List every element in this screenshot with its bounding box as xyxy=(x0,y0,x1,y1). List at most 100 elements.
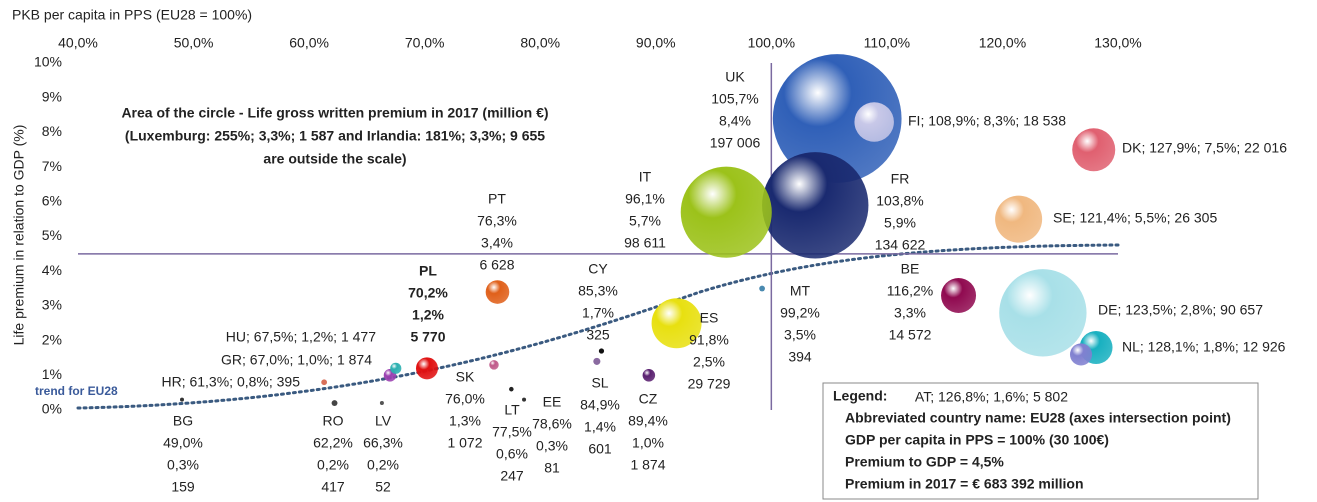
point-label: LV xyxy=(375,413,392,429)
bubble xyxy=(593,357,601,365)
point-label: 1,2% xyxy=(412,307,444,323)
point-label: 1,4% xyxy=(584,419,616,435)
point-label: PL xyxy=(419,263,437,279)
point-label: BE xyxy=(901,261,920,277)
y-tick-label: 4% xyxy=(42,262,62,278)
point-label: FI; 108,9%; 8,3%; 18 538 xyxy=(908,113,1066,129)
trend-line xyxy=(76,243,1120,410)
x-tick-label: 90,0% xyxy=(636,35,676,51)
point-label: 1 072 xyxy=(447,435,482,451)
point-label: 96,1% xyxy=(625,191,665,207)
point-label: CZ xyxy=(639,391,658,407)
point-label: 89,4% xyxy=(628,413,668,429)
point-label: SL xyxy=(591,375,608,391)
point-label: 0,6% xyxy=(496,446,528,462)
point-label: 8,4% xyxy=(719,113,751,129)
point-label: 52 xyxy=(375,479,391,495)
bubble xyxy=(642,369,656,382)
x-tick-label: 40,0% xyxy=(58,35,98,51)
point-label: 394 xyxy=(788,349,812,365)
legend-text: Premium in 2017 = € 683 392 million xyxy=(845,476,1084,492)
bubble xyxy=(941,277,977,313)
point-label: 66,3% xyxy=(363,435,403,451)
point-label: 29 729 xyxy=(688,376,731,392)
legend-text: Legend: xyxy=(833,388,887,404)
point-label: 134 622 xyxy=(875,237,926,253)
point-label: 103,8% xyxy=(876,193,923,209)
y-tick-label: 0% xyxy=(42,401,62,417)
point-label: 1 874 xyxy=(630,457,665,473)
point-label: 601 xyxy=(588,441,612,457)
x-tick-label: 110,0% xyxy=(864,35,910,51)
point-label: 62,2% xyxy=(313,435,353,451)
x-tick-label: 130,0% xyxy=(1094,35,1141,51)
bubble xyxy=(489,360,499,370)
point-label: 76,0% xyxy=(445,391,485,407)
annotation: Area of the circle - Life gross written … xyxy=(121,105,548,121)
point-label: 14 572 xyxy=(889,327,932,343)
point-label: RO xyxy=(323,413,344,429)
bubble xyxy=(598,348,605,354)
point-label: IT xyxy=(639,169,652,185)
point-label: 77,5% xyxy=(492,424,532,440)
point-label: 417 xyxy=(321,479,345,495)
y-axis-label: Life premium in relation to GDP (%) xyxy=(11,125,27,346)
bubble xyxy=(854,102,894,142)
y-tick-label: 7% xyxy=(42,158,62,174)
point-label: 85,3% xyxy=(578,283,618,299)
point-label: 0,2% xyxy=(367,457,399,473)
bubble xyxy=(1072,128,1116,172)
point-label: 91,8% xyxy=(689,332,729,348)
bubble xyxy=(509,386,514,392)
point-label: 2,5% xyxy=(693,354,725,370)
point-label: MT xyxy=(790,283,811,299)
bubble xyxy=(680,166,772,258)
point-label: 197 006 xyxy=(710,135,761,151)
point-label: 325 xyxy=(586,327,610,343)
y-tick-label: 5% xyxy=(42,227,62,243)
point-label: 247 xyxy=(500,468,524,484)
bubble xyxy=(321,379,328,386)
y-tick-label: 8% xyxy=(42,123,62,139)
point-label: NL; 128,1%; 1,8%; 12 926 xyxy=(1122,339,1286,355)
y-tick-label: 9% xyxy=(42,88,62,104)
bubble xyxy=(522,397,527,402)
point-label: BG xyxy=(173,413,193,429)
x-tick-label: 80,0% xyxy=(520,35,560,51)
x-tick-label: 100,0% xyxy=(748,35,795,51)
point-label: 159 xyxy=(171,479,195,495)
point-label: 105,7% xyxy=(711,91,758,107)
point-label: 0,3% xyxy=(167,457,199,473)
bubble xyxy=(651,298,702,349)
point-label: 76,3% xyxy=(477,213,517,229)
point-label: 99,2% xyxy=(780,305,820,321)
legend: Legend: Abbreviated country name: EU28 (a… xyxy=(833,388,1231,492)
y-tick-label: 2% xyxy=(42,331,62,347)
point-label: 6 628 xyxy=(479,257,514,273)
y-tick-label: 3% xyxy=(42,297,62,313)
point-label: 5,9% xyxy=(884,215,916,231)
bubble xyxy=(759,285,765,292)
x-axis-label: PKB per capita in PPS (EU28 = 100%) xyxy=(12,7,252,23)
point-label: 70,2% xyxy=(408,285,448,301)
annotation: (Luxemburg: 255%; 3,3%; 1 587 and Irland… xyxy=(125,128,545,144)
point-label: 5,7% xyxy=(629,213,661,229)
point-label: ES xyxy=(700,310,719,326)
y-tick-label: 6% xyxy=(42,193,62,209)
point-label: 1,3% xyxy=(449,413,481,429)
trend-label: trend for EU28 xyxy=(35,384,118,398)
point-label: 1,0% xyxy=(632,435,664,451)
point-label: CY xyxy=(588,261,608,277)
bubble xyxy=(485,280,510,304)
point-label: 78,6% xyxy=(532,416,572,432)
bubble xyxy=(379,401,384,406)
bubble xyxy=(331,400,338,407)
point-label: 116,2% xyxy=(887,283,933,299)
point-label: SE; 121,4%; 5,5%; 26 305 xyxy=(1053,210,1217,226)
bubble xyxy=(1069,343,1093,366)
bubble xyxy=(762,152,869,259)
bubble xyxy=(995,195,1043,243)
point-label: 84,9% xyxy=(580,397,620,413)
point-label: LT xyxy=(504,402,520,418)
